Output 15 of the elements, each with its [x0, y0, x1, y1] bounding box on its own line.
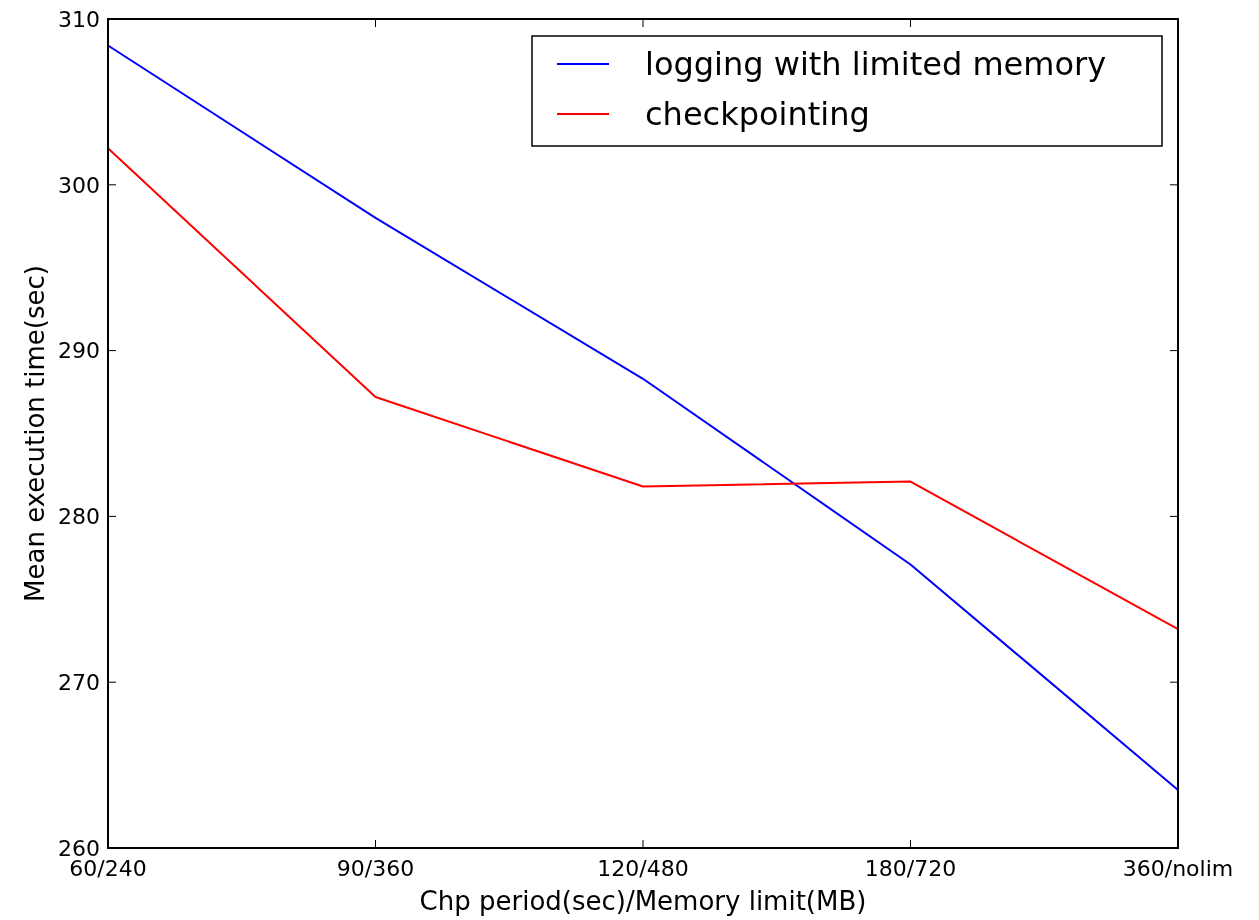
y-tick-label: 270	[58, 669, 100, 695]
y-axis-title: Mean execution time(sec)	[20, 265, 50, 602]
legend-label: logging with limited memory	[645, 45, 1107, 84]
y-tick-label: 310	[58, 6, 100, 32]
x-tick-label: 180/720	[864, 856, 957, 881]
x-tick-label: 90/360	[336, 856, 415, 881]
y-tick-label: 280	[58, 504, 100, 530]
y-tick-label: 300	[58, 172, 100, 198]
x-tick-label: 360/nolim	[1122, 856, 1234, 881]
x-tick-label: 120/480	[597, 856, 689, 881]
line-series	[107, 147, 1179, 631]
legend-label: checkpointing	[645, 95, 870, 134]
y-tick-label: 290	[58, 338, 100, 364]
x-axis-title: Chp period(sec)/Memory limit(MB)	[419, 886, 867, 916]
line-series	[107, 44, 1179, 791]
